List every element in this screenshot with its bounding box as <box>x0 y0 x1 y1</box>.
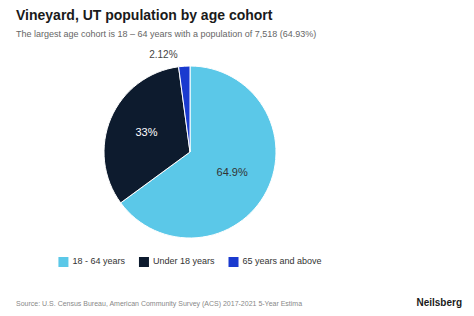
data-labels: 64.9% 33% 2.12% <box>135 49 248 179</box>
data-label: 2.12% <box>149 49 177 60</box>
legend-label: 18 - 64 years <box>72 256 125 266</box>
legend-item: 65 years and above <box>229 256 322 267</box>
legend: 18 - 64 years Under 18 years 65 years and … <box>58 256 321 267</box>
legend-swatch <box>139 257 149 267</box>
source-note: Source: U.S. Census Bureau, American Com… <box>16 300 302 308</box>
legend-item: Under 18 years <box>139 256 215 267</box>
pie-slice <box>104 67 190 203</box>
subtitle: The largest age cohort is 18 – 64 years … <box>16 29 316 39</box>
brand: Neilsberg <box>416 297 462 308</box>
legend-swatch <box>229 257 239 267</box>
data-label: 33% <box>135 126 157 138</box>
legend-item: 18 - 64 years <box>58 256 125 267</box>
data-label: 64.9% <box>217 166 248 178</box>
background <box>0 0 474 316</box>
title: Vineyard, UT population by age cohort <box>16 7 273 23</box>
legend-label: Under 18 years <box>153 256 215 266</box>
legend-label: 65 years and above <box>243 256 322 266</box>
legend-swatch <box>58 257 68 267</box>
pie <box>104 66 276 238</box>
pie-slice <box>179 66 190 152</box>
